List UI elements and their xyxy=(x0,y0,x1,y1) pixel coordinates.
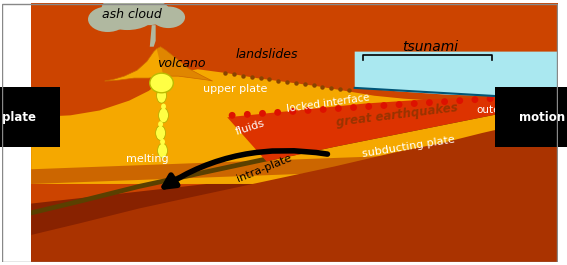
Circle shape xyxy=(320,106,327,113)
Circle shape xyxy=(532,92,539,99)
Ellipse shape xyxy=(160,139,165,145)
Text: melting: melting xyxy=(125,154,168,165)
Polygon shape xyxy=(31,150,558,184)
Ellipse shape xyxy=(125,0,156,19)
Polygon shape xyxy=(150,25,156,47)
Circle shape xyxy=(517,93,524,100)
Text: plate: plate xyxy=(2,111,36,124)
Ellipse shape xyxy=(158,121,163,127)
Ellipse shape xyxy=(152,7,185,28)
Text: motion: motion xyxy=(519,111,565,124)
Circle shape xyxy=(547,91,555,98)
Circle shape xyxy=(380,102,387,109)
Ellipse shape xyxy=(159,108,168,123)
Circle shape xyxy=(259,110,266,117)
Ellipse shape xyxy=(100,1,155,30)
Circle shape xyxy=(411,100,418,107)
Polygon shape xyxy=(31,99,558,215)
Circle shape xyxy=(350,104,357,111)
Polygon shape xyxy=(105,47,213,81)
Circle shape xyxy=(244,111,251,118)
Text: outer-rise: outer-rise xyxy=(477,105,527,116)
FancyArrowPatch shape xyxy=(524,112,555,123)
Circle shape xyxy=(441,98,448,105)
Circle shape xyxy=(289,108,297,115)
Ellipse shape xyxy=(88,7,127,32)
Ellipse shape xyxy=(127,0,170,25)
Text: landslides: landslides xyxy=(235,48,298,61)
Circle shape xyxy=(502,94,509,101)
Ellipse shape xyxy=(156,126,166,140)
Circle shape xyxy=(229,112,235,119)
Ellipse shape xyxy=(150,73,174,93)
Text: locked interface: locked interface xyxy=(286,93,370,114)
Text: volcano: volcano xyxy=(157,57,205,70)
Polygon shape xyxy=(517,98,558,105)
Circle shape xyxy=(304,107,311,114)
Circle shape xyxy=(472,96,479,103)
Circle shape xyxy=(426,99,433,106)
Ellipse shape xyxy=(101,0,137,17)
Circle shape xyxy=(396,101,403,108)
Text: upper plate: upper plate xyxy=(203,84,267,94)
Text: tsunami: tsunami xyxy=(402,40,458,54)
Ellipse shape xyxy=(158,143,167,158)
Text: fluids: fluids xyxy=(234,118,266,136)
Polygon shape xyxy=(31,117,558,262)
Text: intra-plate: intra-plate xyxy=(235,153,294,184)
Text: great earthquakes: great earthquakes xyxy=(335,101,459,129)
Polygon shape xyxy=(31,3,558,262)
Text: subducting plate: subducting plate xyxy=(362,134,456,159)
Circle shape xyxy=(335,105,342,112)
FancyArrowPatch shape xyxy=(164,151,328,187)
FancyArrowPatch shape xyxy=(5,112,35,123)
Ellipse shape xyxy=(159,84,164,90)
Polygon shape xyxy=(156,47,213,81)
Ellipse shape xyxy=(161,104,166,109)
Ellipse shape xyxy=(156,88,167,103)
Circle shape xyxy=(486,95,493,102)
Polygon shape xyxy=(31,145,558,262)
Polygon shape xyxy=(31,69,558,184)
Circle shape xyxy=(456,97,463,104)
Circle shape xyxy=(274,109,281,116)
Circle shape xyxy=(365,103,372,110)
Text: ash cloud: ash cloud xyxy=(102,8,162,21)
Polygon shape xyxy=(355,52,558,100)
Polygon shape xyxy=(227,97,558,161)
